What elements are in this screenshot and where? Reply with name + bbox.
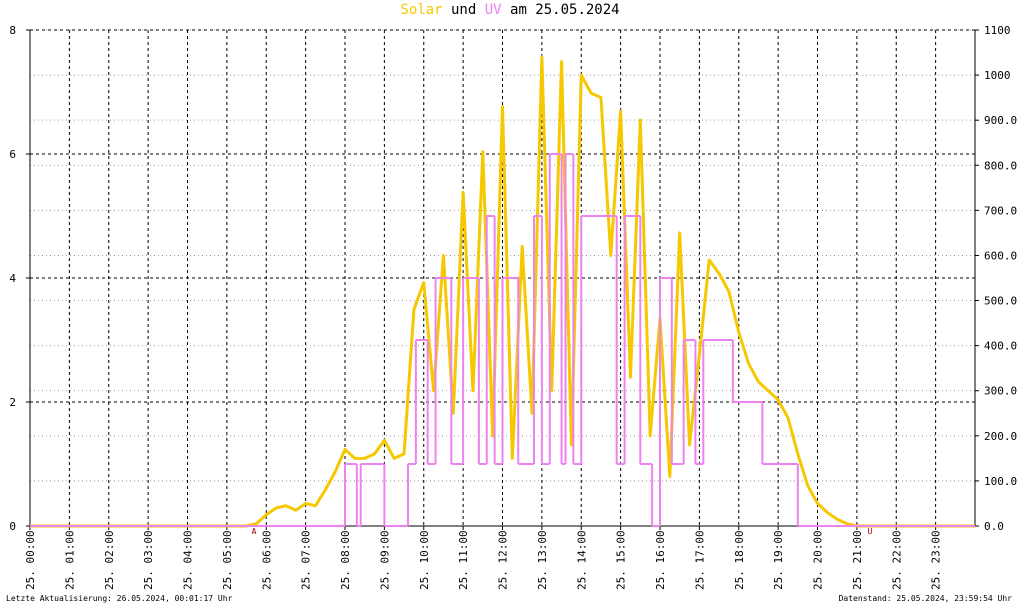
x-tick-label: 25. 03:00 <box>142 530 155 590</box>
title-middle: und <box>451 2 476 18</box>
x-tick-label: 25. 08:00 <box>339 530 352 590</box>
y2-tick-label: 1100 <box>984 24 1011 37</box>
x-tick-label: 25. 14:00 <box>575 530 588 590</box>
chart-title: Solar und UV am 25.05.2024 <box>400 2 619 18</box>
y2-tick-label: 800.0 <box>984 159 1017 172</box>
title-solar: Solar <box>400 2 442 18</box>
footer-right: Datenstand: 25.05.2024, 23:59:54 Uhr <box>839 594 1013 603</box>
y2-tick-label: 0.0 <box>984 520 1004 533</box>
x-tick-label: 25. 09:00 <box>378 530 391 590</box>
title-uv: UV <box>485 2 502 18</box>
footer-left: Letzte Aktualisierung: 26.05.2024, 00:01… <box>6 594 233 603</box>
y2-tick-label: 700.0 <box>984 204 1017 217</box>
y2-tick-label: 500.0 <box>984 295 1017 308</box>
x-tick-label: 25. 17:00 <box>693 530 706 590</box>
y-tick-label: 2 <box>9 396 16 409</box>
x-tick-label: 25. 23:00 <box>930 530 943 590</box>
x-tick-label: 25. 20:00 <box>812 530 825 590</box>
x-tick-label: 25. 02:00 <box>103 530 116 590</box>
x-tick-label: 25. 18:00 <box>733 530 746 590</box>
x-tick-label: 25. 22:00 <box>890 530 903 590</box>
x-tick-label: 25. 16:00 <box>654 530 667 590</box>
x-tick-label: 25. 13:00 <box>536 530 549 590</box>
y2-tick-label: 200.0 <box>984 430 1017 443</box>
y-tick-label: 0 <box>9 520 16 533</box>
annotation: U <box>867 527 872 536</box>
x-tick-label: 25. 11:00 <box>457 530 470 590</box>
y2-tick-label: 300.0 <box>984 385 1017 398</box>
x-tick-label: 25. 05:00 <box>221 530 234 590</box>
x-tick-label: 25. 01:00 <box>63 530 76 590</box>
x-tick-label: 25. 12:00 <box>497 530 510 590</box>
annotation: A <box>252 527 257 536</box>
x-tick-label: 25. 06:00 <box>260 530 273 590</box>
x-tick-label: 25. 19:00 <box>772 530 785 590</box>
y-tick-label: 6 <box>9 148 16 161</box>
x-tick-label: 25. 07:00 <box>300 530 313 590</box>
x-tick-label: 25. 00:00 <box>24 530 37 590</box>
x-tick-label: 25. 21:00 <box>851 530 864 590</box>
y2-tick-label: 900.0 <box>984 114 1017 127</box>
y-tick-label: 4 <box>9 272 16 285</box>
y2-tick-label: 600.0 <box>984 249 1017 262</box>
solar-line <box>30 55 975 528</box>
title-suffix: am 25.05.2024 <box>510 2 620 18</box>
y2-tick-label: 400.0 <box>984 340 1017 353</box>
x-tick-label: 25. 04:00 <box>182 530 195 590</box>
x-tick-label: 25. 10:00 <box>418 530 431 590</box>
x-tick-label: 25. 15:00 <box>615 530 628 590</box>
y-tick-label: 8 <box>9 24 16 37</box>
y2-tick-label: 1000 <box>984 69 1011 82</box>
y2-tick-label: 100.0 <box>984 475 1017 488</box>
